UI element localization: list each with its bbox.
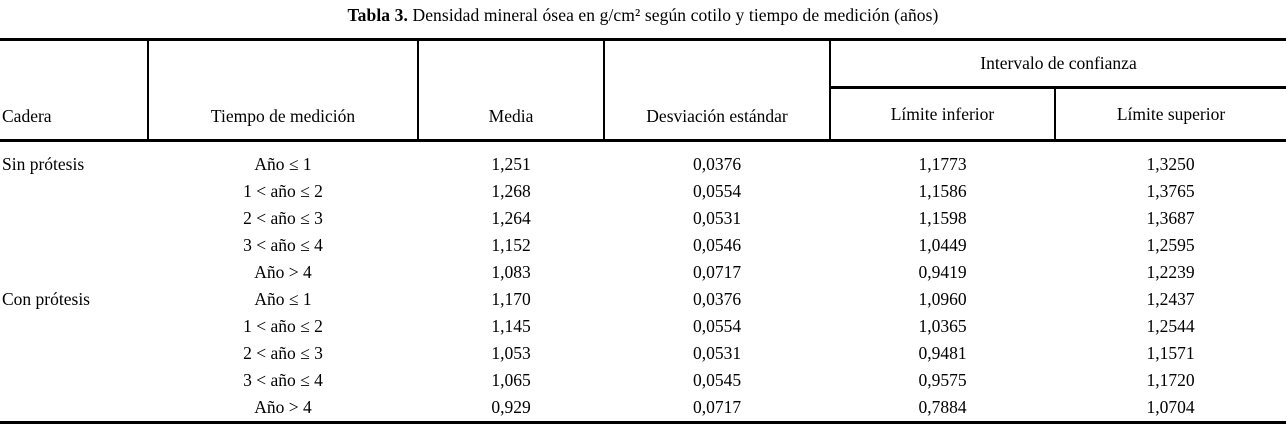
cell-media: 1,083 — [491, 262, 531, 282]
cell-desviacion: 0,0545 — [692, 370, 742, 390]
cell-media: 1,268 — [491, 181, 531, 201]
cell-tiempo: 1 < año ≤ 2 — [243, 181, 323, 201]
table-row: 1 < año ≤ 2 1,268 0,0554 1,1586 1,3765 — [0, 178, 1286, 205]
cell-limite-inferior: 1,1586 — [918, 181, 967, 201]
cell-tiempo: 2 < año ≤ 3 — [243, 343, 323, 363]
cell-cadera — [0, 259, 148, 286]
cell-desviacion: 0,0531 — [692, 208, 742, 228]
col-header-media: Media — [418, 39, 605, 142]
header-row-top: Cadera Tiempo de medición Media Desviaci… — [0, 39, 1286, 142]
table-row: 2 < año ≤ 3 1,264 0,0531 1,1598 1,3687 — [0, 205, 1286, 232]
col-header-intervalo-confianza: Intervalo de confianza — [830, 39, 1286, 89]
cell-tiempo: Año ≤ 1 — [254, 154, 312, 174]
cell-desviacion: 0,0376 — [692, 289, 742, 309]
cell-desviacion: 0,0554 — [692, 181, 742, 201]
cell-limite-inferior: 1,0449 — [918, 235, 967, 255]
col-header-cadera: Cadera — [0, 39, 149, 142]
cell-tiempo: 1 < año ≤ 2 — [243, 316, 323, 336]
table-header: Cadera Tiempo de medición Media Desviaci… — [0, 39, 1286, 142]
cell-desviacion: 0,0546 — [692, 235, 742, 255]
table-row: Sin prótesis Año ≤ 1 1,251 0,0376 1,1773… — [0, 141, 1286, 179]
cell-media: 1,251 — [491, 154, 531, 174]
cell-media: 1,152 — [491, 235, 531, 255]
cell-limite-inferior: 0,9419 — [918, 262, 967, 282]
cell-tiempo: 3 < año ≤ 4 — [243, 370, 323, 390]
cell-limite-inferior: 1,0365 — [918, 316, 967, 336]
cell-limite-superior: 1,2239 — [1146, 262, 1195, 282]
cell-desviacion: 0,0717 — [692, 262, 742, 282]
cell-media: 1,170 — [491, 289, 531, 309]
cell-cadera — [0, 394, 148, 423]
cell-limite-inferior: 1,0960 — [918, 289, 967, 309]
cell-cadera — [0, 340, 148, 367]
cell-limite-inferior: 0,7884 — [918, 397, 967, 417]
col-header-limite-superior: Límite superior — [1055, 87, 1286, 142]
cell-cadera — [0, 313, 148, 340]
cell-cadera — [0, 367, 148, 394]
cell-media: 1,065 — [491, 370, 531, 390]
cell-limite-superior: 1,3250 — [1146, 154, 1195, 174]
col-header-desviacion: Desviación estándar — [604, 39, 831, 142]
table-row: Con prótesis Año ≤ 1 1,170 0,0376 1,0960… — [0, 286, 1286, 313]
table-title-label: Tabla 3. — [347, 5, 408, 25]
cell-limite-superior: 1,1571 — [1146, 343, 1195, 363]
cell-tiempo: Año ≤ 1 — [254, 289, 312, 309]
cell-media: 1,264 — [491, 208, 531, 228]
cell-desviacion: 0,0376 — [692, 154, 742, 174]
cell-limite-superior: 1,3765 — [1146, 181, 1195, 201]
cell-desviacion: 0,0531 — [692, 343, 742, 363]
table-row: 2 < año ≤ 3 1,053 0,0531 0,9481 1,1571 — [0, 340, 1286, 367]
table-row: 3 < año ≤ 4 1,065 0,0545 0,9575 1,1720 — [0, 367, 1286, 394]
cell-limite-inferior: 0,9481 — [918, 343, 967, 363]
col-header-tiempo: Tiempo de medición — [148, 39, 419, 142]
cell-media: 1,145 — [491, 316, 531, 336]
cell-cadera — [0, 232, 148, 259]
table-row: 3 < año ≤ 4 1,152 0,0546 1,0449 1,2595 — [0, 232, 1286, 259]
table-body: Sin prótesis Año ≤ 1 1,251 0,0376 1,1773… — [0, 141, 1286, 423]
header-row-sub: Límite inferior Límite superior — [0, 87, 1286, 142]
table-title-text: Densidad mineral ósea en g/cm² según cot… — [412, 5, 939, 25]
cell-limite-superior: 1,1720 — [1146, 370, 1195, 390]
cell-limite-superior: 1,0704 — [1146, 397, 1195, 417]
cell-cadera — [0, 178, 148, 205]
cell-cadera: Sin prótesis — [2, 154, 85, 174]
cell-limite-superior: 1,2595 — [1146, 235, 1195, 255]
cell-tiempo: 2 < año ≤ 3 — [243, 208, 323, 228]
cell-desviacion: 0,0554 — [692, 316, 742, 336]
cell-media: 1,053 — [491, 343, 531, 363]
cell-tiempo: 3 < año ≤ 4 — [243, 235, 323, 255]
cell-limite-superior: 1,2544 — [1146, 316, 1195, 336]
cell-limite-inferior: 1,1773 — [918, 154, 967, 174]
table-row: Año > 4 0,929 0,0717 0,7884 1,0704 — [0, 394, 1286, 423]
data-table: Cadera Tiempo de medición Media Desviaci… — [0, 38, 1286, 424]
table-row: Año > 4 1,083 0,0717 0,9419 1,2239 — [0, 259, 1286, 286]
cell-limite-inferior: 1,1598 — [918, 208, 967, 228]
cell-cadera — [0, 205, 148, 232]
cell-limite-inferior: 0,9575 — [918, 370, 967, 390]
cell-tiempo: Año > 4 — [254, 262, 312, 282]
cell-desviacion: 0,0717 — [692, 397, 742, 417]
cell-limite-superior: 1,3687 — [1146, 208, 1195, 228]
cell-limite-superior: 1,2437 — [1146, 289, 1195, 309]
cell-cadera: Con prótesis — [2, 289, 90, 309]
col-header-limite-inferior: Límite inferior — [830, 87, 1056, 142]
table-row: 1 < año ≤ 2 1,145 0,0554 1,0365 1,2544 — [0, 313, 1286, 340]
cell-tiempo: Año > 4 — [254, 397, 312, 417]
table-title: Tabla 3. Densidad mineral ósea en g/cm² … — [0, 0, 1286, 38]
cell-media: 0,929 — [491, 397, 531, 417]
